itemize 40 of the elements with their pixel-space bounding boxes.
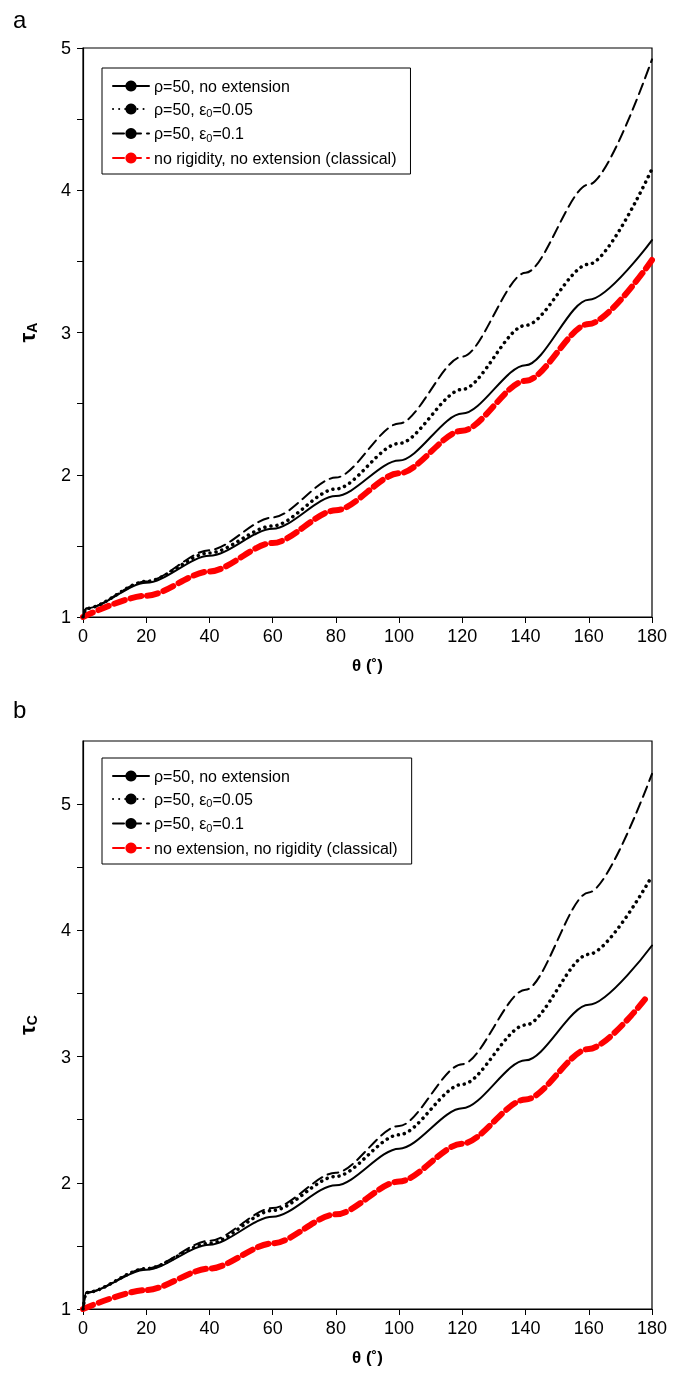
x-tick-label: 140	[510, 626, 541, 646]
y-tick-label: 5	[60, 38, 71, 58]
y-tick-label: 1	[60, 1299, 71, 1319]
legend-label: no rigidity, no extension (classical)	[154, 149, 397, 167]
chart-title: b	[13, 695, 27, 723]
y-tick-label: 2	[60, 464, 71, 485]
x-tick-label: 0	[77, 626, 89, 646]
x-tick-label: 60	[262, 626, 283, 646]
x-tick-label: 20	[136, 1318, 157, 1338]
x-tick-label: 20	[136, 626, 157, 646]
y-tick-label: 4	[60, 920, 71, 941]
x-tick-label: 0	[77, 1318, 89, 1338]
x-tick-label: 160	[573, 626, 604, 646]
y-tick-label: 3	[60, 1046, 71, 1067]
y-axis-title: τC	[14, 1015, 40, 1035]
x-tick-label: 100	[384, 626, 415, 646]
x-axis-title: θ (˚)	[352, 656, 383, 675]
x-tick-label: 60	[262, 1318, 283, 1338]
x-tick-label: 140	[510, 1318, 541, 1338]
y-tick-label: 2	[60, 1172, 71, 1193]
y-tick-label: 3	[60, 322, 71, 343]
legend-label: ρ=50, no extension	[154, 77, 290, 95]
legend-label: no extension, no rigidity (classical)	[154, 839, 398, 857]
x-tick-label: 80	[325, 1318, 346, 1338]
x-tick-label: 80	[325, 626, 346, 646]
x-tick-label: 180	[636, 1318, 668, 1338]
x-tick-label: 40	[199, 1318, 220, 1338]
x-tick-label: 40	[199, 626, 220, 646]
y-tick-label: 1	[60, 607, 71, 627]
y-axis-title: τA	[14, 322, 40, 343]
x-tick-label: 120	[447, 626, 478, 646]
x-tick-label: 180	[636, 626, 668, 646]
legend-label: ρ=50, no extension	[154, 767, 290, 785]
y-tick-label: 4	[60, 180, 71, 201]
x-axis-title: θ (˚)	[352, 1348, 383, 1367]
x-tick-label: 100	[384, 1318, 415, 1338]
y-tick-label: 5	[60, 794, 71, 815]
x-tick-label: 160	[573, 1318, 604, 1338]
chart-title: a	[13, 5, 27, 33]
x-tick-label: 120	[447, 1318, 478, 1338]
